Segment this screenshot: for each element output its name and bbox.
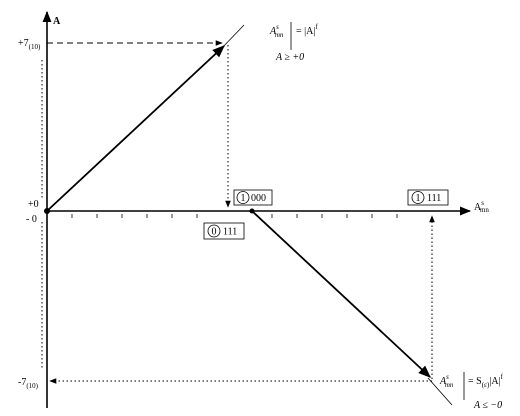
code-digits: 000 [251, 193, 266, 204]
code-digits: 111 [223, 227, 237, 238]
symbol: A [439, 376, 447, 387]
code-box: 0 111 [203, 222, 245, 240]
x-axis-label: As mn [474, 199, 489, 214]
code-sign: 0 [212, 227, 217, 238]
bottom-sub: (10) [26, 382, 38, 390]
code-digits: 111 [427, 193, 441, 204]
upper-rhs: = |A|f [296, 23, 318, 37]
sup: s [276, 23, 279, 31]
rhs-sup: f [501, 373, 504, 381]
sub: mn [445, 381, 454, 389]
code-box: 1 111 [407, 189, 449, 206]
sup: s [446, 373, 449, 381]
rhs-sup: f [315, 23, 318, 31]
upper-symbol: As mn [269, 23, 284, 39]
upper-condition: A ≥ +0 [275, 52, 304, 63]
code-sign: 1 [416, 193, 421, 204]
code-sign: 1 [241, 193, 246, 204]
x-ticks [71, 214, 398, 218]
x-label-sub: mn [480, 206, 489, 214]
origin-dot [44, 208, 50, 214]
top-value: +7 [18, 38, 29, 49]
y-label-plus-zero: +0 [28, 199, 39, 210]
y-label-bottom: -7(10) [18, 377, 39, 390]
lower-condition: A ≤ −0 [473, 400, 502, 411]
rhs-tail: |A| [489, 376, 500, 387]
x-label-sup: s [481, 199, 484, 207]
lower-symbol: As mn [439, 373, 454, 389]
y-label-minus-zero: - 0 [26, 214, 37, 225]
rhs: = |A| [296, 26, 315, 37]
rhs: = S [468, 376, 482, 387]
x-label-main: A [474, 202, 482, 213]
y-axis-label: A [53, 16, 61, 27]
sub: mn [275, 31, 284, 39]
symbol: A [269, 26, 277, 37]
code-box: 1 000 [233, 189, 273, 206]
upper-line [46, 45, 225, 212]
start-dot [249, 208, 255, 214]
lower-extension [427, 377, 453, 406]
rhs-sub: (ε) [482, 381, 490, 389]
top-sub: (10) [29, 43, 41, 51]
lower-rhs: = S(ε)|A|f [468, 373, 504, 389]
bottom-value: -7 [18, 377, 26, 388]
y-label-top: +7(10) [18, 38, 41, 51]
lower-line [251, 210, 431, 378]
